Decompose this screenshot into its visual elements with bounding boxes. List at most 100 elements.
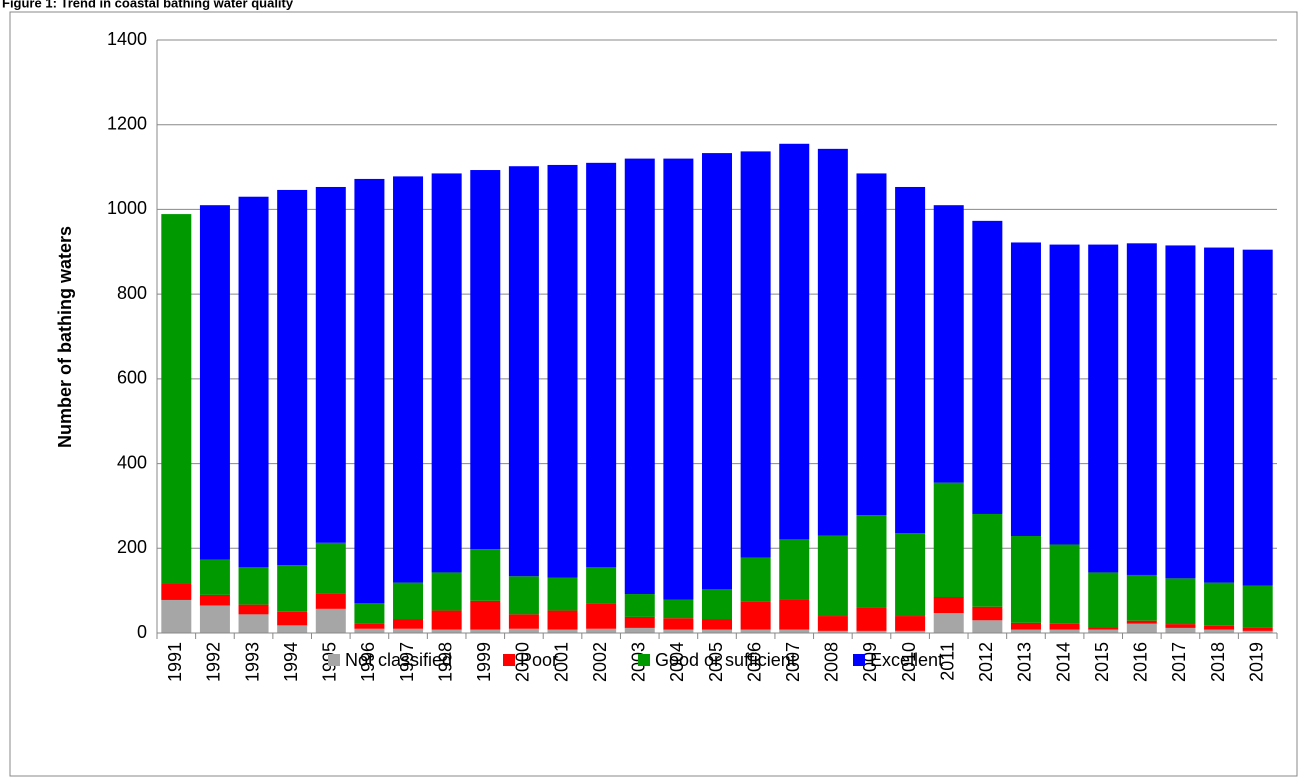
bar-segment [1049,544,1080,624]
bar-segment [779,599,810,630]
bar-segment [1049,244,1080,545]
y-tick-label: 1400 [107,29,147,49]
x-tick-label: 2018 [1208,642,1228,682]
bar-segment [199,605,230,633]
bar-segment [663,158,694,600]
bar-segment [586,603,617,629]
x-tick-label: 2012 [976,642,996,682]
bar-segment [315,608,346,633]
bar-segment [315,593,346,609]
bar-segment [702,589,732,620]
x-tick-label: 1996 [358,642,378,682]
bar-segment [1010,629,1041,633]
frame [9,11,1298,777]
bar-segment [199,559,230,595]
bar-segment [1010,622,1041,630]
x-tick-label: 1999 [474,642,494,682]
bar-segment [817,630,848,633]
chart-title: Figure 1: Trend in coastal bathing water… [2,0,294,10]
bar-segment [1010,536,1041,623]
bar-segment [586,162,617,568]
bar-segment [547,164,578,578]
bar-segment [354,623,385,629]
bar-segment [277,611,308,626]
x-tick-label: 2000 [513,642,533,682]
bar-segment [277,565,308,612]
x-tick-label: 1993 [242,642,262,682]
bar-segment [779,629,810,633]
y-tick-label: 600 [117,368,147,388]
x-tick-label: 2001 [551,642,571,682]
legend-label: Poor [520,650,558,670]
bar-segment [1242,630,1273,633]
bar-segment [663,618,694,630]
bar-segment [277,625,308,633]
bar-segment [856,515,887,608]
bar-segment [315,542,346,594]
bar-segment [1204,629,1235,633]
bar-segment [238,196,269,568]
bar-segment [624,158,655,595]
bar-segment [972,620,1003,633]
bar-segment [624,594,655,617]
x-tick-label: 2016 [1131,642,1151,682]
bar-segment [1165,624,1196,628]
bar-segment [470,600,501,630]
x-tick-label: 2007 [783,642,803,682]
bar-segment [702,629,732,633]
bar-segment [1165,627,1196,633]
bar-segment [895,616,926,631]
bar-segment [1242,585,1273,628]
x-tick-label: 2002 [590,642,610,682]
bar-segment [702,153,732,590]
bar-segment [1088,627,1119,630]
bar-segment [779,143,810,540]
bar-segment [1242,249,1273,586]
legend-label: Excellent [870,650,943,670]
x-tick-label: 1992 [204,642,224,682]
bar-segment [1126,243,1157,575]
x-tick-label: 1994 [281,642,301,682]
bar-segment [431,629,462,633]
bar-segment [1010,242,1041,537]
bar-segment [1204,625,1235,630]
bar-segment [895,630,926,633]
bar-segment [1165,245,1196,579]
bar-segment [972,220,1003,514]
bar-segment [740,557,771,602]
x-tick-label: 2008 [822,642,842,682]
x-tick-label: 1998 [435,642,455,682]
bar-segment [663,599,694,619]
bar-segment [972,606,1003,621]
legend-swatch [638,654,650,666]
bar-segment [508,628,539,633]
bar-segment [856,607,887,631]
bar-segment [624,627,655,633]
bar-segment [431,610,462,630]
bar-segment [238,604,269,615]
bar-segment [393,582,424,620]
y-tick-label: 200 [117,537,147,557]
bar-segment [470,629,501,633]
bar-segment [1204,247,1235,583]
bar-segment [161,583,192,600]
bar-segment [1088,629,1119,633]
bar-segment [702,619,732,630]
bar-segment [856,630,887,633]
bar-segment [547,610,578,630]
bar-segment [238,567,269,605]
x-tick-label: 1997 [397,642,417,682]
legend-label: Not classified [345,650,452,670]
bar-segment [161,214,192,584]
x-tick-label: 2013 [1015,642,1035,682]
bar-segment [933,596,964,614]
bar-segment [1126,620,1157,624]
bar-segment [663,629,694,633]
bar-segment [972,513,1003,607]
x-tick-label: 2005 [706,642,726,682]
bar-segment [1088,572,1119,628]
x-tick-label: 2019 [1246,642,1266,682]
x-tick-label: 2015 [1092,642,1112,682]
bar-segment [1126,623,1157,633]
